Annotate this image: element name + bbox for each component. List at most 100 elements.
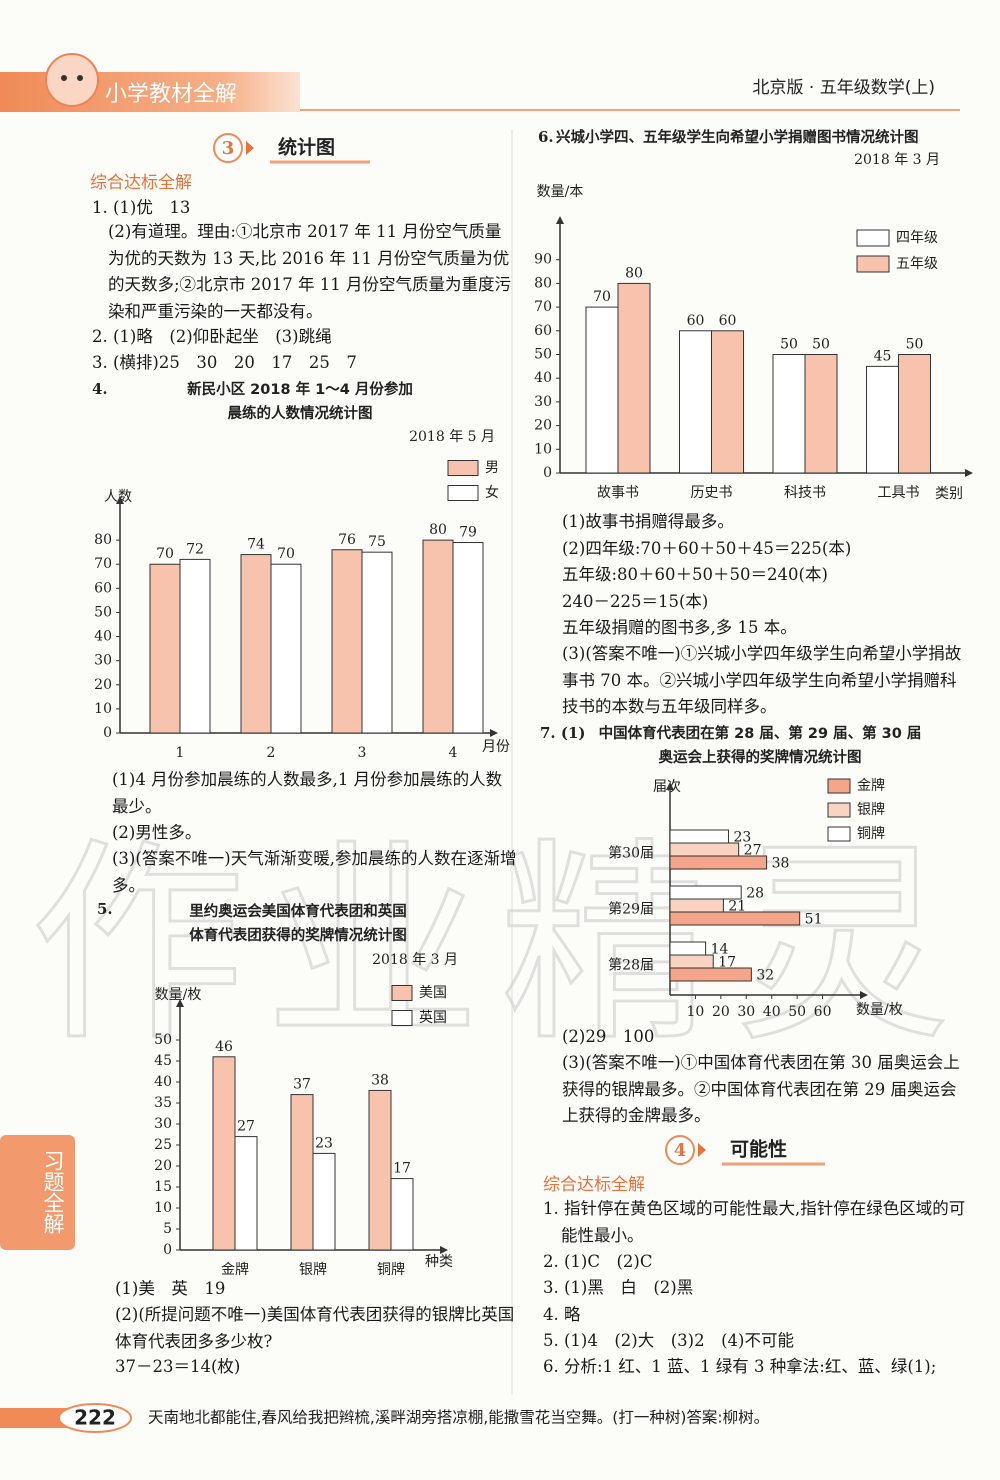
x-axis-label: 种类: [425, 1254, 453, 1270]
y-tick-label: 30: [154, 1116, 172, 1132]
data-label: 70: [277, 546, 295, 562]
y-tick-label: 第29届: [608, 901, 654, 918]
answer: 5. (1)4 (2)大 (3)2 (4)不可能: [543, 1331, 794, 1350]
section-number: 4: [674, 1140, 687, 1161]
legend-swatch: [827, 802, 851, 818]
bar: [212, 1056, 236, 1251]
chart-title: 奥运会上获得的奖牌情况统计图: [659, 748, 862, 766]
bar: [290, 1094, 314, 1251]
answer: (2)有道理。理由:①北京市 2017 年 11 月份空气质量为优的天数为 13…: [108, 222, 512, 321]
data-label: 45: [874, 348, 892, 364]
bar: [585, 306, 619, 474]
chart-title: 晨练的人数情况统计图: [228, 404, 373, 422]
y-tick-label: 50: [534, 347, 552, 363]
legend-label: 五年级: [896, 256, 938, 272]
bar: [240, 554, 272, 734]
section-arrow: [698, 1143, 706, 1157]
mascot: [45, 53, 99, 107]
bar: [234, 1136, 258, 1251]
footer-band: [0, 1408, 70, 1428]
data-label: 32: [756, 968, 774, 984]
x-tick-label: 科技书: [784, 485, 826, 501]
y-tick-label: 60: [534, 323, 552, 339]
legend-label: 女: [485, 484, 499, 501]
x-axis-label: 月份: [482, 739, 510, 755]
bar: [804, 354, 838, 474]
section-badge: [665, 1135, 695, 1165]
y-tick-label: 0: [103, 725, 112, 741]
axis-arrow: [666, 782, 674, 790]
bar: [452, 542, 484, 734]
bar: [270, 563, 302, 734]
bar: [422, 539, 454, 734]
section-arrow: [246, 141, 254, 155]
y-tick-label: 40: [94, 629, 112, 645]
y-tick-label: 70: [534, 299, 552, 315]
answer: (2)男性多。: [112, 823, 202, 842]
x-tick-label: 3: [358, 745, 367, 761]
y-tick-label: 20: [154, 1158, 172, 1174]
bar: [669, 842, 740, 857]
chart-date: 2018 年 5 月: [409, 429, 495, 445]
data-label: 70: [593, 289, 611, 305]
answer: 6. 分析:1 红、1 蓝、1 绿有 3 种拿法:红、蓝、绿(1);: [543, 1357, 937, 1376]
mascot-eye: [61, 75, 67, 81]
side-tab: [0, 1135, 75, 1250]
bar: [669, 967, 752, 982]
answer: 4. 略: [543, 1305, 581, 1324]
section-title: 可能性: [730, 1138, 787, 1161]
data-label: 76: [338, 532, 356, 548]
answer: 五年级捐赠的图书多,多 15 本。: [562, 618, 797, 637]
y-tick-label: 10: [534, 441, 552, 457]
legend-label: 四年级: [896, 230, 938, 246]
y-tick-label: 20: [94, 677, 112, 693]
x-tick-label: 60: [814, 1004, 832, 1020]
legend-label: 金牌: [857, 777, 885, 794]
legend-swatch: [391, 1010, 413, 1026]
bar: [679, 330, 712, 474]
x-tick-label: 历史书: [691, 485, 733, 501]
data-label: 21: [728, 899, 746, 915]
legend-swatch: [856, 229, 890, 247]
y-axis-label: 届次: [653, 779, 681, 795]
data-label: 80: [429, 522, 447, 538]
section-subtitle: 综合达标全解: [90, 173, 192, 193]
answer: 1. (1)优 13: [92, 198, 191, 217]
data-label: 14: [711, 942, 729, 958]
y-tick-label: 40: [154, 1074, 172, 1090]
x-tick-label: 银牌: [299, 1261, 327, 1278]
y-tick-label: 第28届: [608, 957, 654, 974]
bar: [772, 354, 806, 474]
axis-arrow: [176, 999, 184, 1007]
x-tick-label: 故事书: [597, 485, 639, 501]
section-subtitle: 综合达标全解: [543, 1175, 645, 1195]
answer: (1)美 英 19: [115, 1279, 226, 1298]
legend-swatch: [827, 778, 851, 794]
bar: [866, 365, 899, 474]
section-badge: [213, 133, 243, 163]
data-label: 37: [293, 1077, 311, 1093]
axis-arrow: [965, 469, 973, 477]
data-label: 17: [393, 1161, 411, 1177]
x-tick-label: 工具书: [878, 485, 920, 501]
axis-arrow: [116, 496, 124, 504]
watermark: 作业精灵: [30, 819, 970, 1070]
bar: [390, 1178, 414, 1251]
legend-label: 铜牌: [857, 825, 885, 842]
y-tick-label: 70: [94, 556, 112, 572]
answer: 3. (横排)25 30 20 17 25 7: [92, 353, 357, 372]
x-axis-label: 数量/枚: [856, 1002, 903, 1018]
y-tick-label: 25: [154, 1137, 172, 1153]
data-label: 75: [368, 534, 386, 550]
y-tick-label: 30: [534, 394, 552, 410]
chart-date: 2018 年 3 月: [854, 152, 940, 168]
answer: (3)(答案不唯一)天气渐渐变暖,参加晨练的人数在逐渐增多。: [112, 849, 517, 895]
bar: [898, 354, 931, 474]
question-number: 5.: [97, 900, 113, 918]
bar: [669, 829, 729, 844]
bar: [669, 954, 714, 969]
x-tick-label: 铜牌: [377, 1261, 405, 1278]
legend-label: 美国: [419, 985, 447, 1001]
data-label: 50: [812, 337, 830, 353]
edition: 北京版 · 五年级数学(上): [753, 78, 935, 98]
